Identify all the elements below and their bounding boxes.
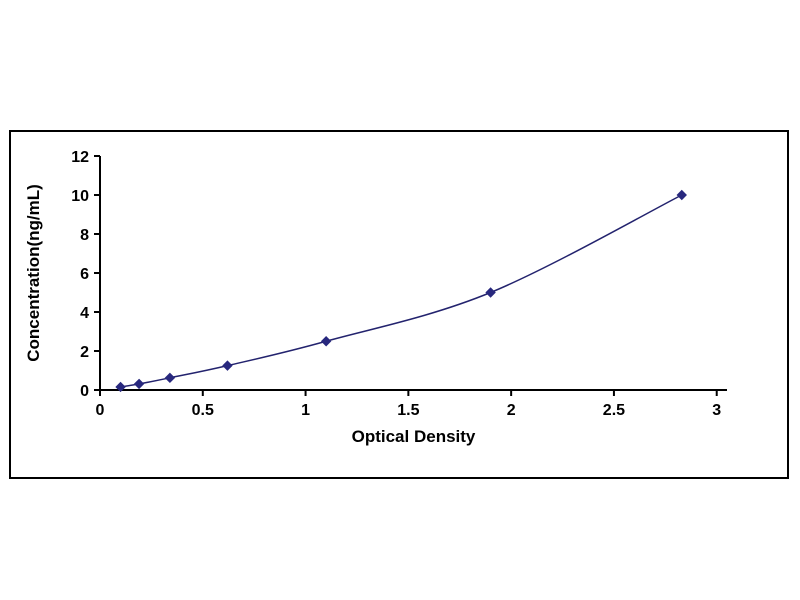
data-point-marker xyxy=(485,287,496,298)
x-axis-label: Optical Density xyxy=(352,427,476,446)
y-tick-label: 0 xyxy=(80,383,89,400)
x-tick-label: 2 xyxy=(507,402,516,419)
y-tick-label: 10 xyxy=(71,188,89,205)
data-point-marker xyxy=(164,372,176,384)
data-point-marker xyxy=(115,381,126,393)
y-tick-label: 8 xyxy=(80,227,89,244)
chart-plot-area: 0 0.5 1 1.5 2 2.5 3 0 2 4 6 8 10 12 Optical Density Con… xyxy=(9,130,789,479)
x-tick-label: 3 xyxy=(712,402,721,419)
y-tick-label: 4 xyxy=(80,305,89,322)
x-tick-label: 0.5 xyxy=(192,402,214,419)
y-tick-label: 2 xyxy=(80,344,89,361)
standard-curve-svg: 0 0.5 1 1.5 2 2.5 3 0 2 4 6 8 10 12 Optical Density Con… xyxy=(24,149,727,446)
data-point-marker xyxy=(222,360,233,371)
data-point-marker xyxy=(133,378,145,390)
y-tick-label: 6 xyxy=(80,266,89,283)
x-tick-label: 1 xyxy=(301,402,310,419)
x-tick-label: 1.5 xyxy=(397,402,419,419)
y-tick-label: 12 xyxy=(71,149,89,166)
y-axis-label: Concentration(ng/mL) xyxy=(24,184,43,362)
data-series-line xyxy=(120,194,683,388)
data-point-marker xyxy=(676,189,687,201)
x-tick-label: 2.5 xyxy=(603,402,625,419)
x-tick-label: 0 xyxy=(96,402,105,419)
data-point-marker xyxy=(320,336,332,347)
